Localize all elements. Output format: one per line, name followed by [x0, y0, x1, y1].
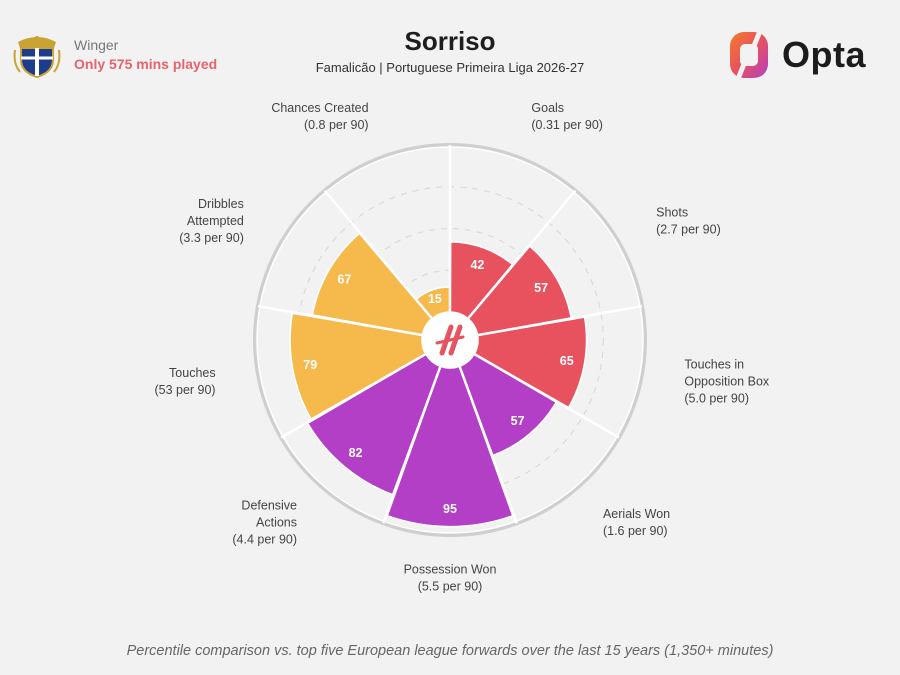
value-label: 82 — [349, 446, 363, 460]
minutes-played-warning: Only 575 mins played — [74, 56, 218, 72]
page-subtitle: Famalicão | Portuguese Primeira Liga 202… — [315, 60, 585, 75]
footer-note: Percentile comparison vs. top five Europ… — [126, 643, 774, 659]
value-label: 57 — [511, 414, 525, 428]
metric-label: Possession Won (5.5 per 90) — [404, 563, 497, 594]
radar-spoke — [382, 365, 442, 524]
radar-spoke — [323, 189, 433, 320]
value-label: 67 — [337, 273, 351, 287]
metric-label: Goals (0.31 per 90) — [531, 101, 603, 132]
value-label: 15 — [428, 292, 442, 306]
page-title: Sorriso — [404, 26, 496, 56]
metric-label: Defensive Actions (4.4 per 90) — [232, 498, 297, 546]
center-badge — [422, 312, 478, 368]
radar-spoke — [257, 304, 423, 337]
player-position: Winger — [74, 37, 119, 54]
radar-spoke — [473, 352, 620, 439]
metric-label: Touches (53 per 90) — [154, 366, 215, 397]
radar-spoke — [477, 304, 643, 337]
metric-label: Dribbles Attempted (3.3 per 90) — [179, 197, 244, 245]
player-header: Winger Only 575 mins played — [12, 30, 217, 80]
opta-logo-text: Opta — [781, 34, 866, 75]
value-label: 57 — [534, 281, 548, 295]
value-labels: 42 57 65 57 95 82 79 67 15 — [303, 258, 573, 516]
opta-logo: Opta — [726, 26, 866, 84]
opta-logo-icon — [729, 26, 768, 84]
radar-spoke — [458, 365, 518, 524]
value-label: 42 — [470, 258, 484, 272]
club-crest-icon — [13, 36, 61, 79]
radar-bars — [289, 232, 588, 528]
value-label: 79 — [303, 358, 317, 372]
title-block: Sorriso Famalicão | Portuguese Primeira … — [0, 26, 900, 75]
metric-labels: Goals (0.31 per 90) Shots (2.7 per 90) Touch… — [154, 101, 769, 594]
radar-spoke — [280, 352, 427, 439]
value-label: 65 — [560, 354, 574, 368]
opta-bar-icon — [435, 335, 465, 345]
radar-spokes — [257, 145, 643, 524]
radar-spoke — [467, 189, 577, 320]
metric-label: Shots (2.7 per 90) — [656, 206, 721, 237]
metric-label: Aerials Won (1.6 per 90) — [603, 507, 670, 538]
value-label: 95 — [443, 502, 457, 516]
metric-label: Chances Created (0.8 per 90) — [271, 101, 368, 132]
metric-label: Touches in Opposition Box (5.0 per 90) — [684, 357, 770, 405]
